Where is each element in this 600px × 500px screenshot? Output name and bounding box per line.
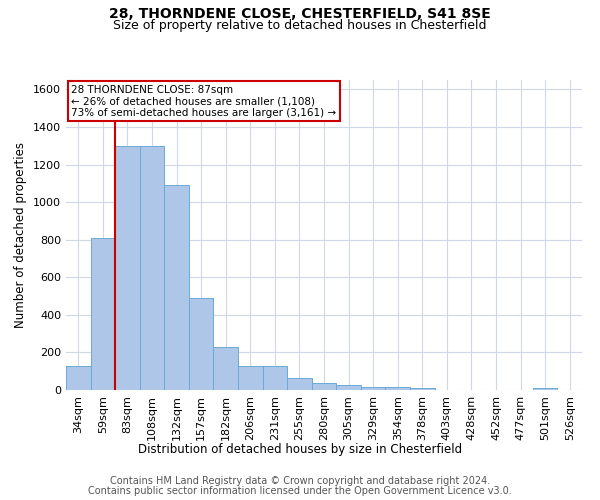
- Text: Size of property relative to detached houses in Chesterfield: Size of property relative to detached ho…: [113, 18, 487, 32]
- Text: Contains public sector information licensed under the Open Government Licence v3: Contains public sector information licen…: [88, 486, 512, 496]
- Text: 28 THORNDENE CLOSE: 87sqm
← 26% of detached houses are smaller (1,108)
73% of se: 28 THORNDENE CLOSE: 87sqm ← 26% of detac…: [71, 84, 336, 118]
- Bar: [214, 347, 238, 390]
- Bar: [361, 387, 385, 390]
- Text: Contains HM Land Registry data © Crown copyright and database right 2024.: Contains HM Land Registry data © Crown c…: [110, 476, 490, 486]
- Bar: [66, 366, 91, 390]
- Bar: [238, 366, 263, 390]
- Text: 28, THORNDENE CLOSE, CHESTERFIELD, S41 8SE: 28, THORNDENE CLOSE, CHESTERFIELD, S41 8…: [109, 8, 491, 22]
- Bar: [533, 388, 557, 390]
- Bar: [115, 146, 140, 390]
- Bar: [263, 366, 287, 390]
- Bar: [385, 387, 410, 390]
- Text: Distribution of detached houses by size in Chesterfield: Distribution of detached houses by size …: [138, 442, 462, 456]
- Bar: [287, 378, 312, 390]
- Bar: [189, 298, 214, 390]
- Bar: [164, 185, 189, 390]
- Bar: [312, 384, 336, 390]
- Bar: [140, 146, 164, 390]
- Bar: [336, 386, 361, 390]
- Y-axis label: Number of detached properties: Number of detached properties: [14, 142, 28, 328]
- Bar: [410, 388, 434, 390]
- Bar: [91, 238, 115, 390]
